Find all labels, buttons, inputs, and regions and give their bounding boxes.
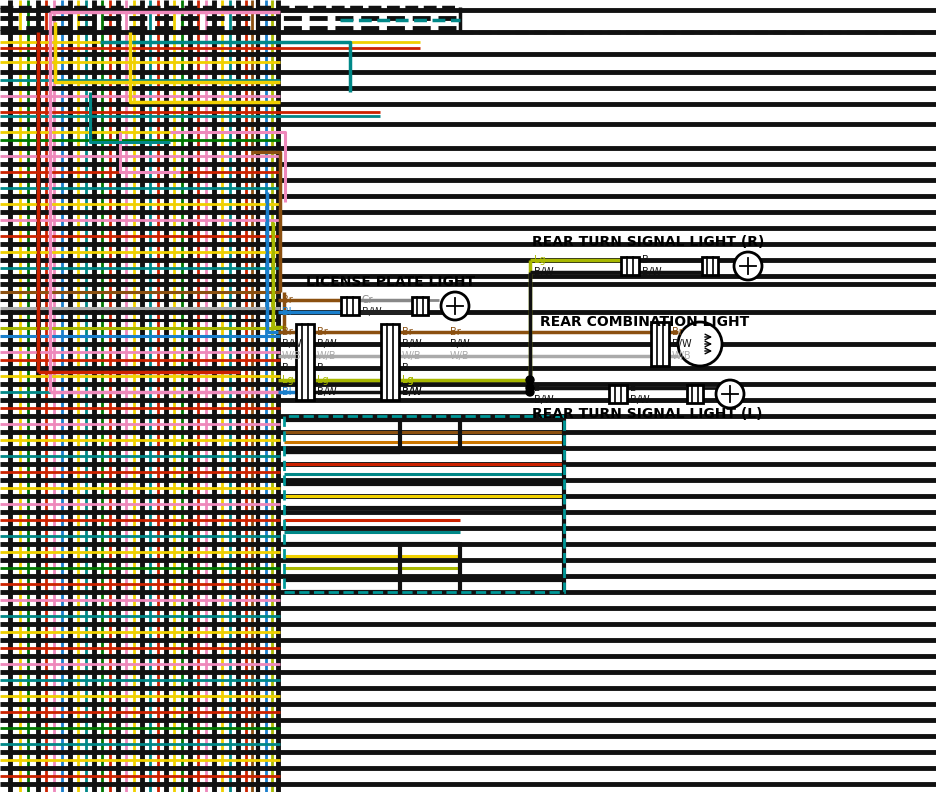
Text: B: B	[641, 255, 648, 265]
Text: Lg: Lg	[316, 375, 329, 385]
Text: W/B: W/B	[282, 351, 301, 361]
Bar	[651, 322, 668, 366]
Text: Bl: Bl	[282, 307, 291, 317]
Text: B: B	[282, 363, 288, 373]
Text: B/W: B/W	[671, 339, 691, 349]
Text: REAR COMBINATION LIGHT: REAR COMBINATION LIGHT	[539, 315, 749, 329]
Text: Br: Br	[282, 295, 292, 305]
Circle shape	[441, 292, 469, 320]
Text: B: B	[534, 383, 540, 393]
Text: Br: Br	[282, 327, 292, 337]
Text: Br: Br	[316, 327, 328, 337]
Text: Gr: Gr	[361, 295, 373, 305]
Bar	[701, 257, 717, 275]
Circle shape	[678, 322, 722, 366]
Bar	[296, 324, 314, 400]
Text: Bl: Bl	[282, 387, 291, 397]
Text: W/B: W/B	[449, 351, 469, 361]
Text: B/W: B/W	[316, 387, 336, 397]
Text: Lg: Lg	[534, 255, 545, 265]
Text: Br: Br	[449, 327, 461, 337]
Text: W/B: W/B	[671, 351, 691, 361]
Circle shape	[733, 252, 761, 280]
Bar	[621, 257, 638, 275]
Text: B: B	[629, 383, 636, 393]
Text: B/W: B/W	[629, 395, 649, 405]
Text: B/W: B/W	[361, 307, 381, 317]
Circle shape	[715, 380, 743, 408]
Text: REAR TURN SIGNAL LIGHT (L): REAR TURN SIGNAL LIGHT (L)	[532, 407, 762, 421]
Text: LICENSE PLATE LIGHT: LICENSE PLATE LIGHT	[306, 275, 475, 289]
Bar	[341, 297, 358, 315]
Text: REAR TURN SIGNAL LIGHT (R): REAR TURN SIGNAL LIGHT (R)	[532, 235, 764, 249]
Text: W/B: W/B	[402, 351, 421, 361]
Text: B/W: B/W	[641, 267, 661, 277]
Text: B/W: B/W	[282, 339, 301, 349]
Bar	[381, 324, 399, 400]
Bar	[608, 385, 626, 403]
Text: Lg: Lg	[282, 375, 293, 385]
Circle shape	[525, 384, 534, 392]
Text: W/B: W/B	[316, 351, 336, 361]
Bar	[284, 416, 563, 592]
Text: B/W: B/W	[534, 267, 553, 277]
Text: B/W: B/W	[402, 339, 421, 349]
Text: Br: Br	[402, 327, 413, 337]
Text: B/W: B/W	[449, 339, 469, 349]
Text: Lg: Lg	[402, 375, 413, 385]
Circle shape	[525, 388, 534, 396]
Text: B: B	[316, 363, 324, 373]
Text: Br: Br	[671, 327, 682, 337]
Circle shape	[525, 376, 534, 384]
Text: B/W: B/W	[402, 387, 421, 397]
Text: B/W: B/W	[316, 339, 336, 349]
Bar	[412, 297, 428, 315]
Text: Lg: Lg	[402, 375, 413, 385]
Text: B: B	[402, 363, 408, 373]
Bar	[686, 385, 702, 403]
Text: B/W: B/W	[534, 395, 553, 405]
Text: B/W: B/W	[402, 387, 421, 397]
